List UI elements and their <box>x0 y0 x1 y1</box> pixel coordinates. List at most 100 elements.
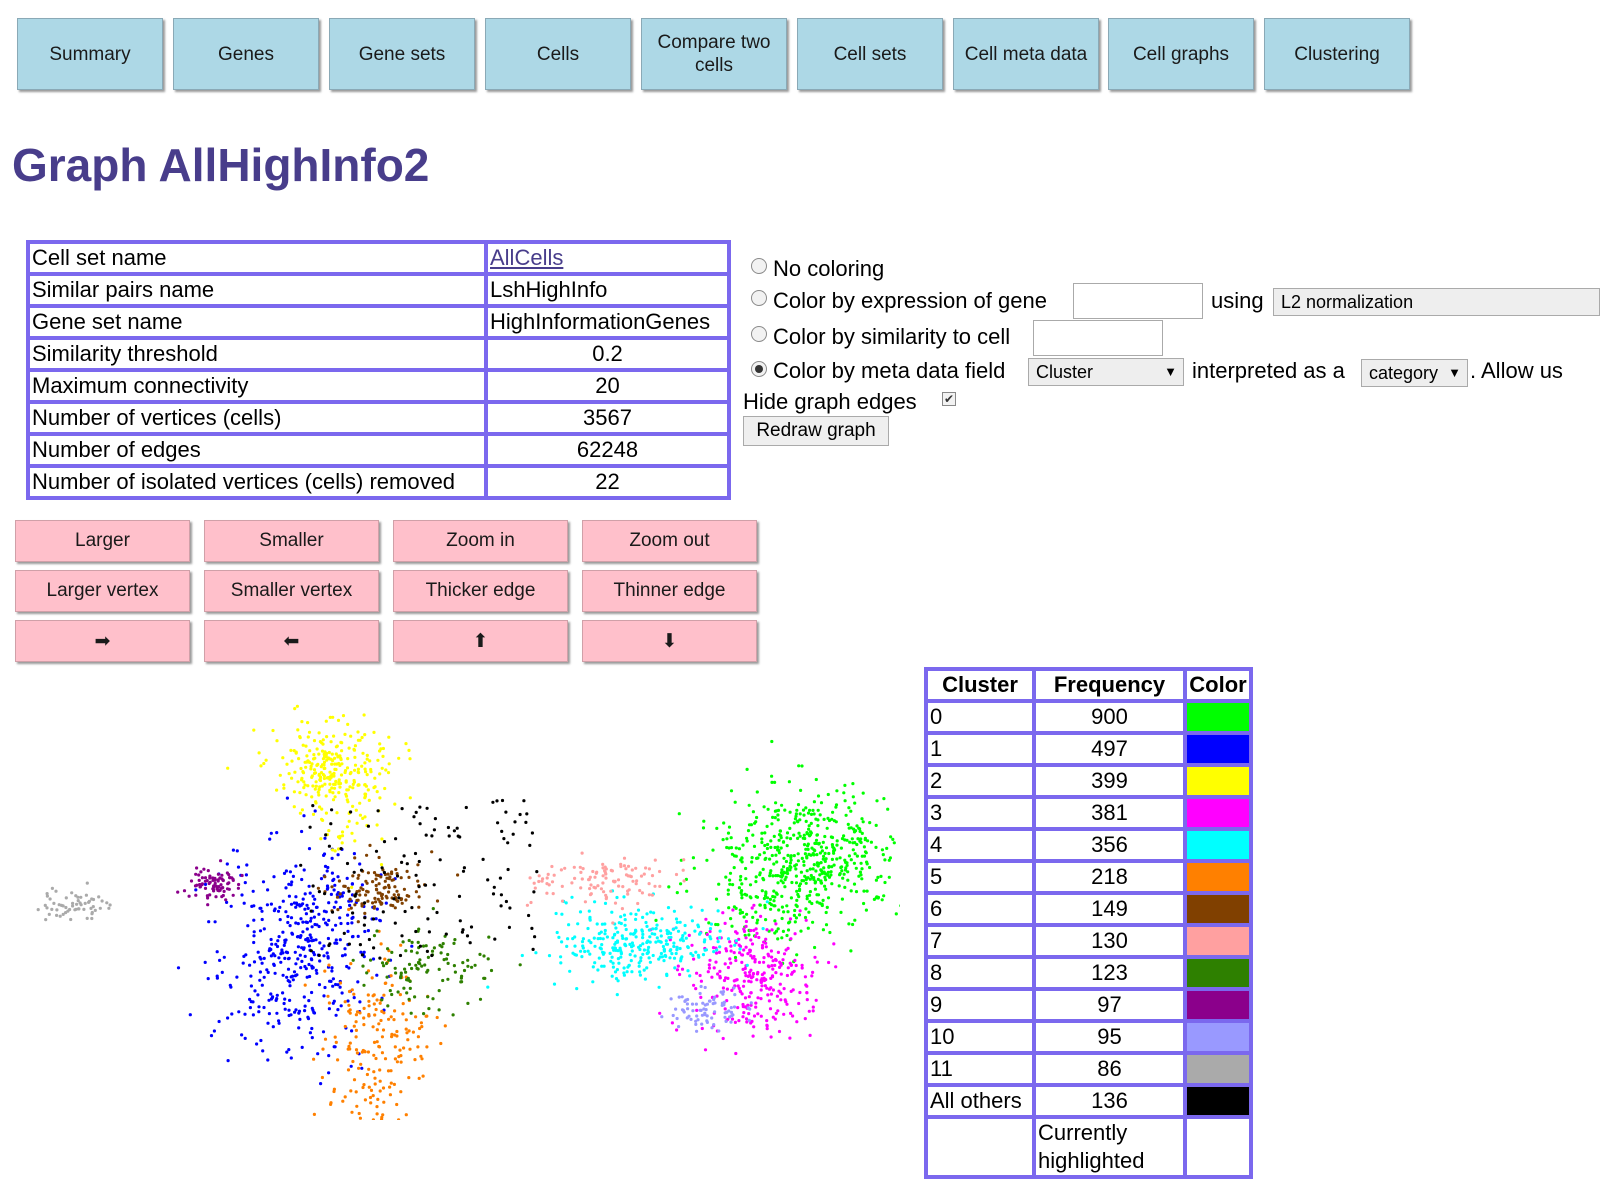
hide-edges-checkbox[interactable]: ✔ <box>942 392 956 406</box>
graph-vertex <box>426 995 430 999</box>
graph-vertex <box>64 896 68 900</box>
graph-vertex <box>350 921 354 925</box>
graph-vertex <box>818 873 822 877</box>
graph-vertex <box>779 879 783 883</box>
graph-vertex <box>718 929 722 933</box>
graph-vertex <box>256 993 260 997</box>
graph-vertex <box>312 768 317 772</box>
graph-vertex <box>389 974 393 978</box>
graph-vertex <box>826 792 830 797</box>
graph-vertex <box>679 959 683 963</box>
graph-vertex <box>281 991 285 995</box>
smaller-button[interactable]: Smaller <box>204 520 379 562</box>
nav-summary-button[interactable]: Summary <box>17 18 163 90</box>
graph-vertex <box>840 897 845 901</box>
graph-vertex <box>303 983 307 987</box>
graph-vertex <box>709 937 713 941</box>
graph-vertex <box>336 755 340 759</box>
graph-vertex <box>375 929 379 933</box>
graph-vertex <box>722 978 727 983</box>
graph-vertex <box>767 965 771 969</box>
graph-vertex <box>786 853 790 857</box>
nav-gene-sets-button[interactable]: Gene sets <box>329 18 475 90</box>
zoom-in-button[interactable]: Zoom in <box>393 520 568 562</box>
graph-vertex <box>662 947 666 951</box>
color-by-similarity-radio[interactable] <box>751 326 767 342</box>
graph-vertex <box>648 960 653 964</box>
nav-compare-two-cells-button[interactable]: Compare two cells <box>641 18 787 90</box>
graph-vertex <box>738 951 742 955</box>
graph-vertex <box>696 1018 700 1022</box>
redraw-graph-button[interactable]: Redraw graph <box>743 416 889 446</box>
graph-vertex <box>351 1059 355 1064</box>
thinner-edge-button[interactable]: Thinner edge <box>582 570 757 612</box>
cell-set-link[interactable]: AllCells <box>490 245 564 270</box>
graph-vertex <box>317 793 321 797</box>
graph-vertex <box>675 920 679 924</box>
graph-vertex <box>700 908 704 912</box>
graph-vertex <box>363 733 367 737</box>
graph-vertex <box>819 801 824 805</box>
graph-vertex <box>744 974 748 978</box>
graph-vertex <box>610 955 614 959</box>
button-label: Smaller <box>259 530 324 551</box>
no-coloring-radio[interactable] <box>751 258 767 274</box>
interpretation-select[interactable]: category ▼ <box>1361 359 1468 387</box>
graph-vertex <box>745 1020 749 1024</box>
graph-vertex <box>364 879 368 883</box>
graph-vertex <box>194 872 198 876</box>
meta-field-select[interactable]: Cluster ▼ <box>1028 358 1184 386</box>
larger-button[interactable]: Larger <box>15 520 190 562</box>
color-by-gene-radio[interactable] <box>751 290 767 306</box>
gene-input[interactable] <box>1073 283 1203 319</box>
graph-vertex <box>432 946 436 950</box>
graph-vertex <box>860 867 864 871</box>
color-by-meta-radio[interactable] <box>751 361 767 377</box>
graph-vertex <box>309 936 313 940</box>
right-arrow-button[interactable]: ➡ <box>15 620 190 662</box>
nav-cell-meta-data-button[interactable]: Cell meta data <box>953 18 1099 90</box>
graph-vertex <box>843 868 848 872</box>
graph-vertex <box>441 978 445 983</box>
graph-vertex <box>739 990 743 994</box>
zoom-out-button[interactable]: Zoom out <box>582 520 757 562</box>
graph-vertex <box>327 1071 331 1075</box>
graph-vertex <box>729 836 733 840</box>
thicker-edge-button[interactable]: Thicker edge <box>393 570 568 612</box>
graph-vertex <box>751 971 756 976</box>
normalization-select[interactable]: L2 normalization <box>1273 288 1600 316</box>
cell-input[interactable] <box>1033 320 1163 356</box>
graph-vertex <box>595 870 599 874</box>
graph-vertex <box>389 1081 393 1085</box>
graph-vertex <box>269 992 273 996</box>
cell-graph-plot[interactable] <box>0 690 900 1120</box>
nav-genes-button[interactable]: Genes <box>173 18 319 90</box>
left-arrow-button[interactable]: ⬅ <box>204 620 379 662</box>
graph-vertex <box>382 964 386 968</box>
up-arrow-button[interactable]: ⬆ <box>393 620 568 662</box>
graph-vertex <box>331 791 335 795</box>
graph-vertex <box>820 849 825 853</box>
graph-vertex <box>716 909 720 913</box>
graph-vertex <box>368 759 372 763</box>
graph-vertex <box>653 858 657 862</box>
graph-vertex <box>762 878 766 882</box>
graph-vertex <box>627 963 631 968</box>
graph-vertex <box>214 895 218 899</box>
graph-vertex <box>300 776 304 780</box>
nav-cell-sets-button[interactable]: Cell sets <box>797 18 943 90</box>
graph-vertex <box>293 770 297 774</box>
graph-vertex <box>658 884 662 888</box>
nav-cells-button[interactable]: Cells <box>485 18 631 90</box>
graph-vertex <box>398 1048 402 1052</box>
graph-vertex <box>402 887 406 891</box>
down-arrow-button[interactable]: ⬇ <box>582 620 757 662</box>
larger-vertex-button[interactable]: Larger vertex <box>15 570 190 612</box>
graph-vertex <box>794 867 798 871</box>
graph-vertex <box>785 867 790 871</box>
graph-vertex <box>666 932 670 936</box>
nav-cell-graphs-button[interactable]: Cell graphs <box>1108 18 1254 90</box>
graph-vertex <box>288 870 292 874</box>
nav-clustering-button[interactable]: Clustering <box>1264 18 1410 90</box>
smaller-vertex-button[interactable]: Smaller vertex <box>204 570 379 612</box>
